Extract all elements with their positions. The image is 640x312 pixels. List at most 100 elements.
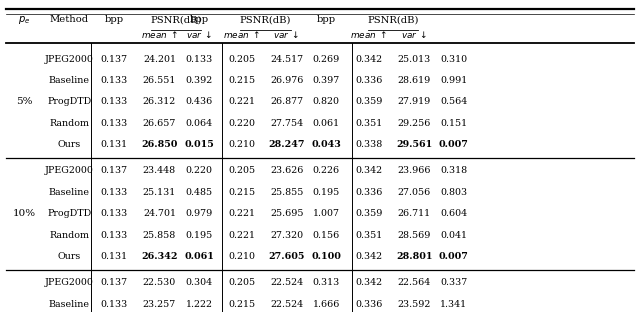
Text: $p_e$: $p_e$ [18,14,30,26]
Text: 0.351: 0.351 [355,119,383,128]
Text: 0.215: 0.215 [228,300,255,309]
Text: 0.351: 0.351 [355,231,383,240]
Text: 0.336: 0.336 [355,188,383,197]
Text: 0.061: 0.061 [313,119,340,128]
Text: $mean$ $\uparrow$: $mean$ $\uparrow$ [141,29,178,40]
Text: 0.359: 0.359 [355,209,383,218]
Text: 0.397: 0.397 [313,76,340,85]
Text: 28.801: 28.801 [396,252,433,261]
Text: $var$ $\downarrow$: $var$ $\downarrow$ [401,29,428,40]
Text: 0.133: 0.133 [100,119,128,128]
Text: bpp: bpp [189,15,209,24]
Text: 27.320: 27.320 [270,231,303,240]
Text: 0.991: 0.991 [440,76,467,85]
Text: 27.056: 27.056 [397,188,431,197]
Text: Baseline: Baseline [49,300,90,309]
Text: 24.517: 24.517 [270,55,303,64]
Text: 22.564: 22.564 [397,278,431,287]
Text: 1.666: 1.666 [312,300,340,309]
Text: 0.133: 0.133 [100,231,128,240]
Text: 0.342: 0.342 [355,252,383,261]
Text: 26.850: 26.850 [141,140,178,149]
Text: Ours: Ours [58,252,81,261]
Text: bpp: bpp [105,15,124,24]
Text: 10%: 10% [12,209,36,218]
Text: 0.215: 0.215 [228,188,255,197]
Text: 0.485: 0.485 [186,188,212,197]
Text: 0.604: 0.604 [440,209,467,218]
Text: 0.220: 0.220 [228,119,255,128]
Text: Method: Method [49,15,89,24]
Text: 28.569: 28.569 [397,231,431,240]
Text: 28.619: 28.619 [397,76,431,85]
Text: 0.133: 0.133 [100,76,128,85]
Text: 0.820: 0.820 [313,97,340,106]
Text: 0.137: 0.137 [100,167,128,175]
Text: PSNR(dB): PSNR(dB) [367,15,419,24]
Text: 0.015: 0.015 [184,140,214,149]
Text: 0.359: 0.359 [355,97,383,106]
Text: 0.007: 0.007 [438,252,468,261]
Text: $mean$ $\uparrow$: $mean$ $\uparrow$ [223,29,260,40]
Text: 0.156: 0.156 [313,231,340,240]
Text: 23.448: 23.448 [143,167,176,175]
Text: 29.256: 29.256 [397,119,431,128]
Text: 0.133: 0.133 [186,55,212,64]
Text: 0.338: 0.338 [355,140,383,149]
Text: 0.392: 0.392 [186,76,212,85]
Text: 23.257: 23.257 [143,300,176,309]
Text: 0.336: 0.336 [355,300,383,309]
Text: 0.151: 0.151 [440,119,467,128]
Text: 0.979: 0.979 [186,209,212,218]
Text: 0.131: 0.131 [100,252,128,261]
Text: 24.701: 24.701 [143,209,176,218]
Text: 0.336: 0.336 [355,76,383,85]
Text: 23.966: 23.966 [397,167,431,175]
Text: 27.605: 27.605 [269,252,305,261]
Text: 0.342: 0.342 [355,167,383,175]
Text: 0.220: 0.220 [186,167,212,175]
Text: 0.342: 0.342 [355,55,383,64]
Text: 27.919: 27.919 [397,97,431,106]
Text: 26.976: 26.976 [270,76,303,85]
Text: 0.205: 0.205 [228,167,255,175]
Text: 0.007: 0.007 [438,140,468,149]
Text: 0.210: 0.210 [228,140,255,149]
Text: 26.342: 26.342 [141,252,178,261]
Text: 0.221: 0.221 [228,209,255,218]
Text: 0.221: 0.221 [228,97,255,106]
Text: Ours: Ours [58,140,81,149]
Text: 26.657: 26.657 [143,119,176,128]
Text: Random: Random [49,231,89,240]
Text: 0.041: 0.041 [440,231,467,240]
Text: 25.858: 25.858 [143,231,176,240]
Text: 25.131: 25.131 [143,188,176,197]
Text: 25.855: 25.855 [270,188,303,197]
Text: 29.561: 29.561 [396,140,432,149]
Text: 0.043: 0.043 [311,140,341,149]
Text: 1.341: 1.341 [440,300,467,309]
Text: 0.133: 0.133 [100,97,128,106]
Text: 28.247: 28.247 [269,140,305,149]
Text: 22.530: 22.530 [143,278,176,287]
Text: Baseline: Baseline [49,188,90,197]
Text: 26.877: 26.877 [270,97,303,106]
Text: Random: Random [49,119,89,128]
Text: 0.564: 0.564 [440,97,467,106]
Text: 0.318: 0.318 [440,167,467,175]
Text: 0.137: 0.137 [100,278,128,287]
Text: PSNR(dB): PSNR(dB) [150,15,202,24]
Text: 1.007: 1.007 [313,209,340,218]
Text: 0.133: 0.133 [100,209,128,218]
Text: 0.221: 0.221 [228,231,255,240]
Text: 0.061: 0.061 [184,252,214,261]
Text: 0.436: 0.436 [186,97,212,106]
Text: 5%: 5% [16,97,32,106]
Text: 0.195: 0.195 [313,188,340,197]
Text: 0.342: 0.342 [355,278,383,287]
Text: 27.754: 27.754 [270,119,303,128]
Text: JPEG2000: JPEG2000 [45,55,93,64]
Text: 22.524: 22.524 [270,300,303,309]
Text: 0.195: 0.195 [186,231,212,240]
Text: 0.205: 0.205 [228,278,255,287]
